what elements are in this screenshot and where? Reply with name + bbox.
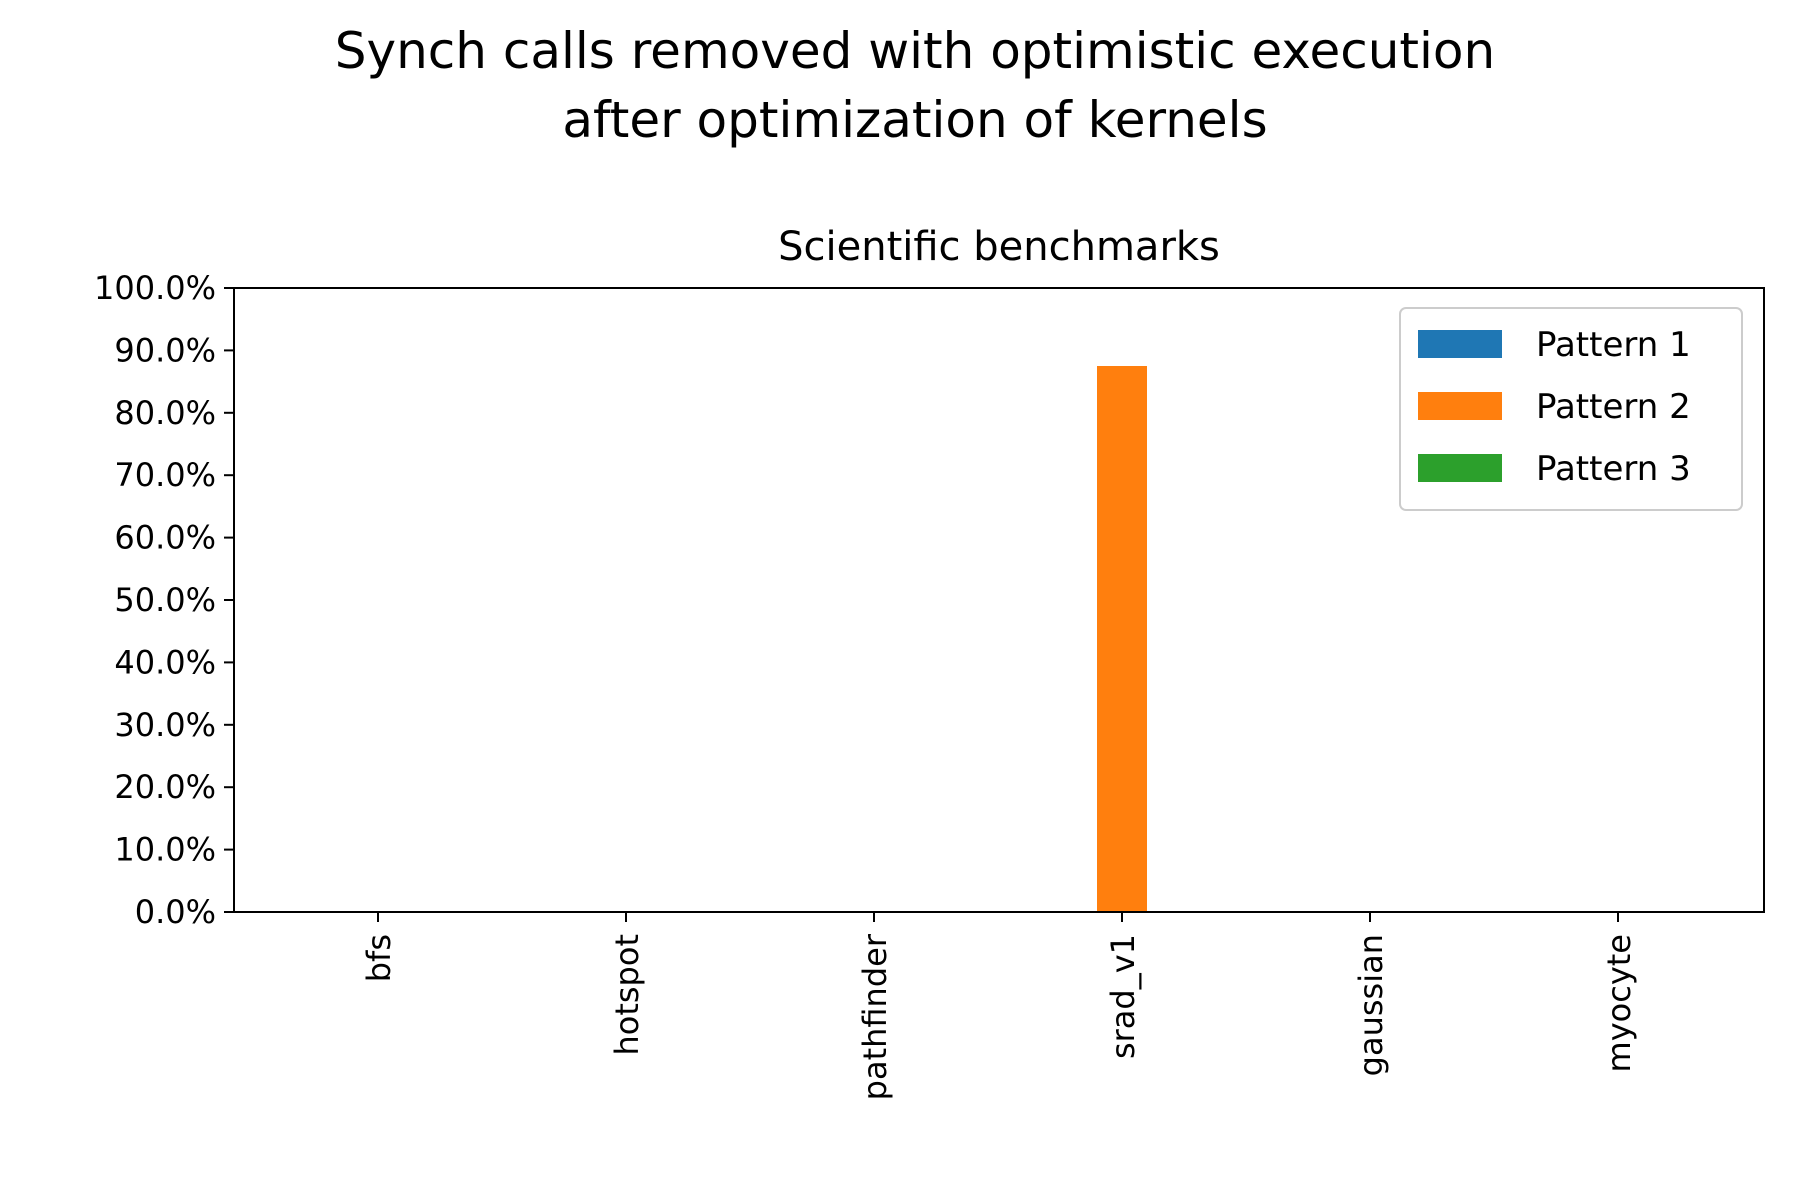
bars-layer (1097, 366, 1147, 912)
y-tick-label: 10.0% (114, 831, 216, 869)
y-tick-label: 80.0% (114, 394, 216, 432)
y-tick-label: 70.0% (114, 456, 216, 494)
x-tick-label-myocyte: myocyte (1600, 934, 1638, 1072)
y-tick-label: 20.0% (114, 768, 216, 806)
chart-suptitle-line-1: Synch calls removed with optimistic exec… (335, 22, 1495, 80)
y-tick-label: 90.0% (114, 331, 216, 369)
legend-swatch-pattern-2 (1418, 392, 1502, 420)
y-tick-label: 50.0% (114, 581, 216, 619)
axes-layer: 0.0% 10.0% 20.0% 30.0% 40.0% 50.0% 60.0% 70.0% 8… (94, 269, 1765, 1100)
y-tick-label: 40.0% (114, 643, 216, 681)
y-tick-label: 100.0% (94, 269, 216, 307)
legend-swatch-pattern-3 (1418, 454, 1502, 482)
chart-title: Scientific benchmarks (778, 224, 1220, 270)
legend: Pattern 1 Pattern 2 Pattern 3 (1399, 307, 1743, 511)
x-tick-label-srad_v1: srad_v1 (1104, 934, 1142, 1059)
legend-label-pattern-3: Pattern 3 (1536, 449, 1691, 489)
x-tick-label-bfs: bfs (360, 934, 398, 982)
y-tick-label: 30.0% (114, 706, 216, 744)
x-tick-label-pathfinder: pathfinder (856, 933, 894, 1100)
legend-swatch-pattern-1 (1418, 330, 1502, 358)
legend-label-pattern-1: Pattern 1 (1536, 325, 1691, 365)
legend-label-pattern-2: Pattern 2 (1536, 387, 1691, 427)
x-tick-label-gaussian: gaussian (1352, 934, 1390, 1076)
chart-titles: Synch calls removed with optimistic exec… (335, 22, 1495, 270)
x-tick-label-hotspot: hotspot (608, 934, 646, 1056)
y-tick-label: 60.0% (114, 519, 216, 557)
bar-srad_v1-pattern-2 (1097, 366, 1147, 912)
chart-suptitle-line-2: after optimization of kernels (562, 91, 1267, 149)
y-tick-label: 0.0% (135, 893, 216, 931)
